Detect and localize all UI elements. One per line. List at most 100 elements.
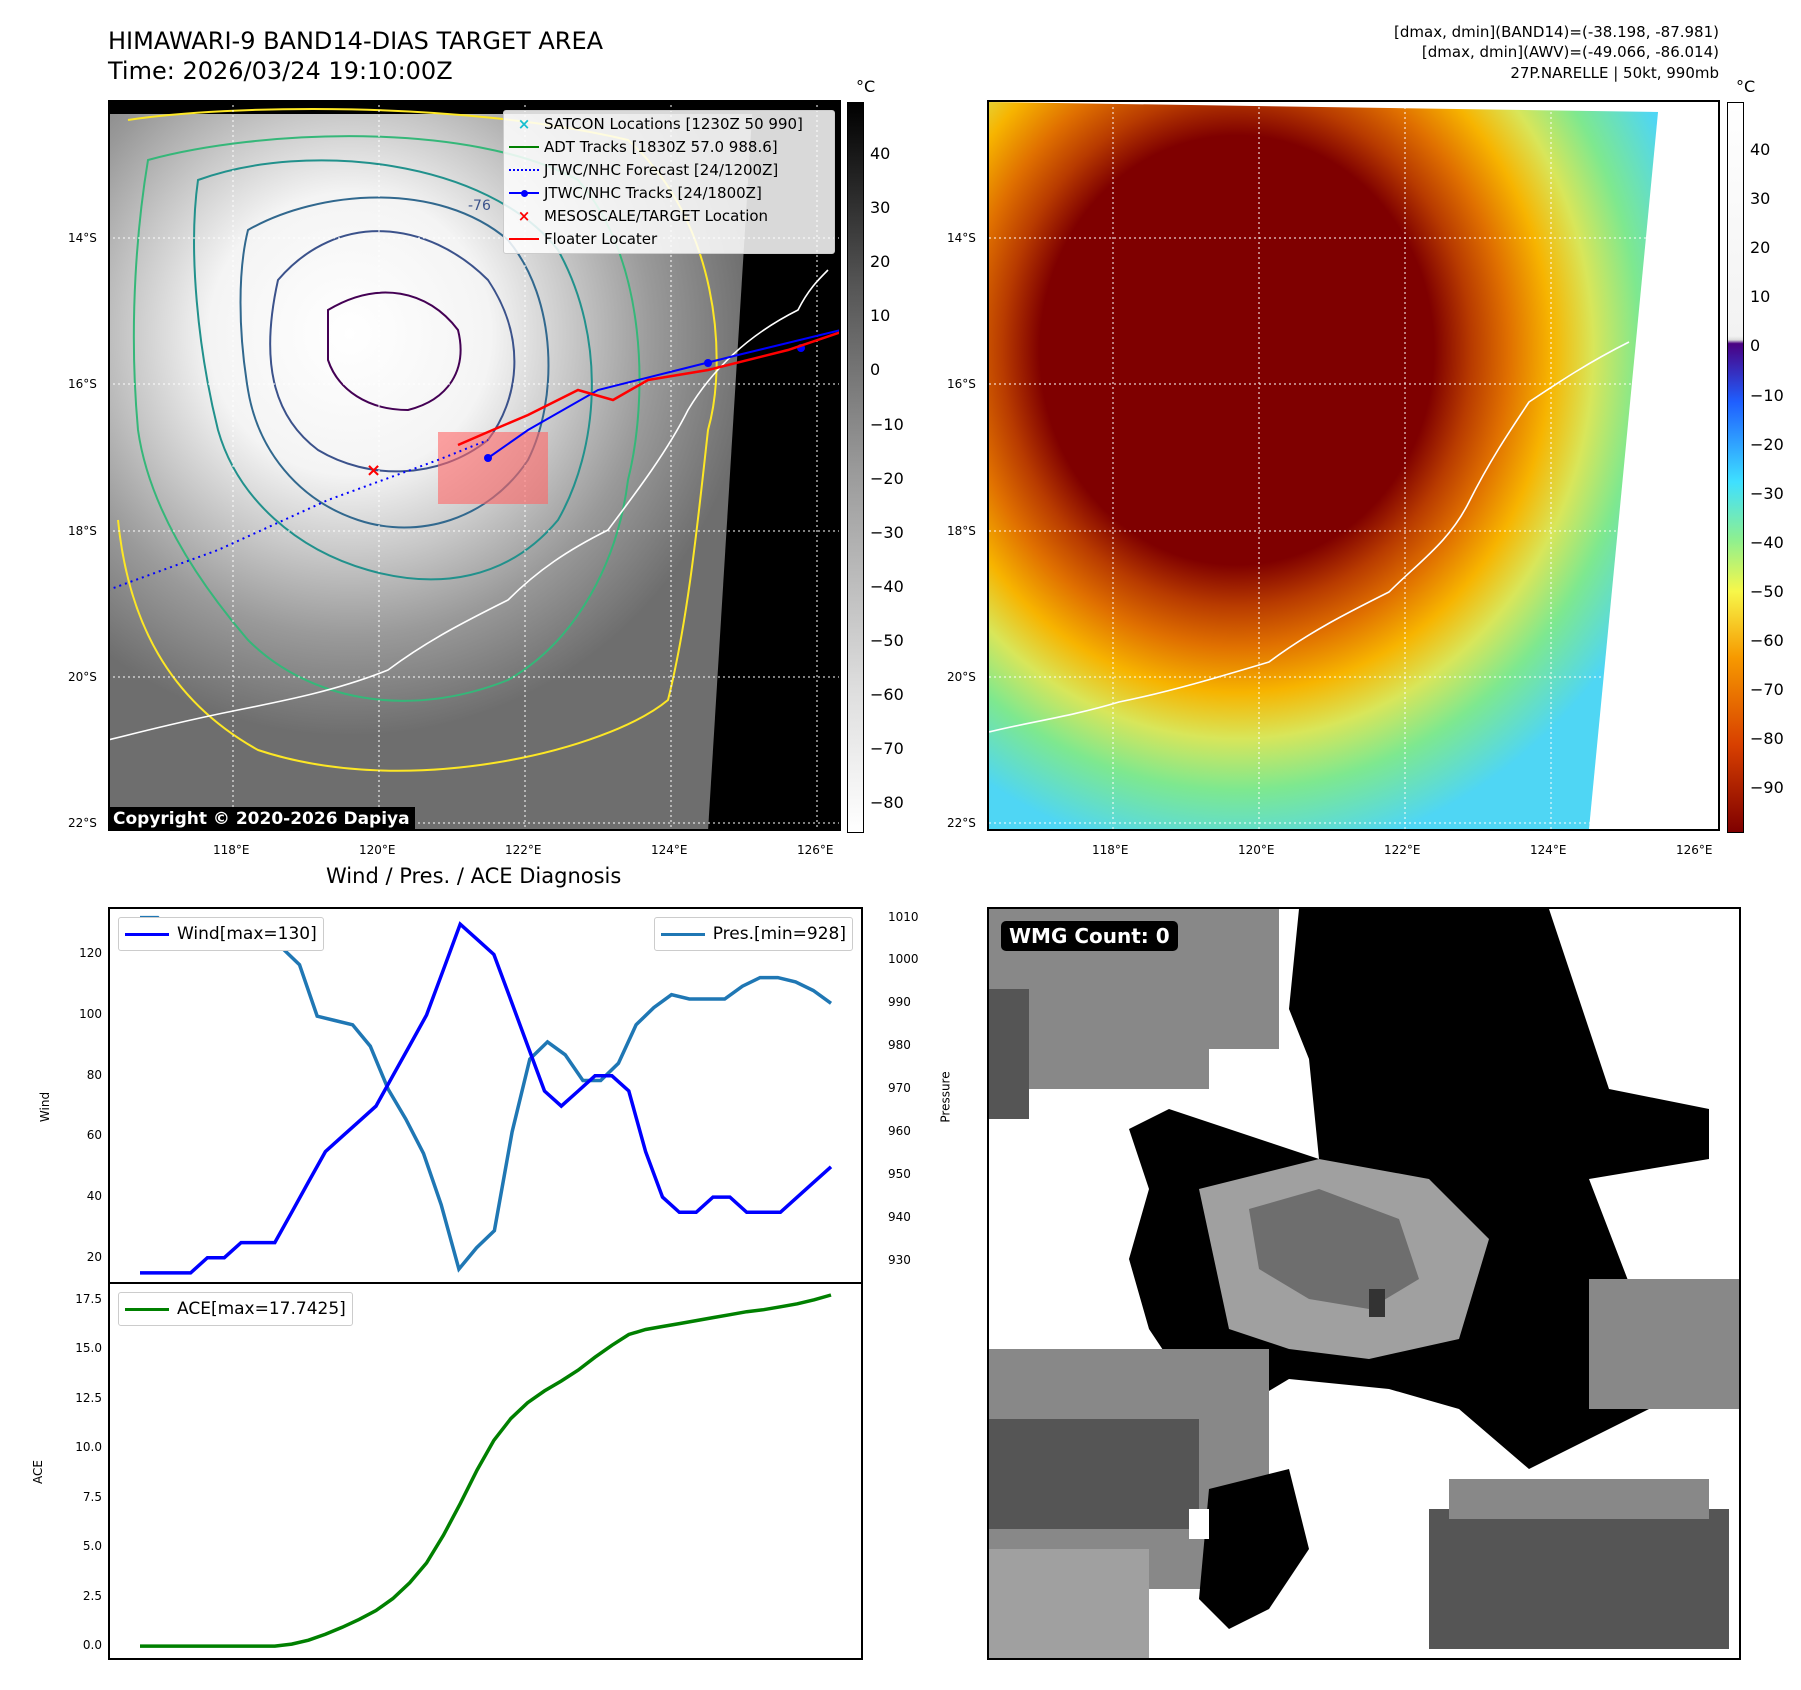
colorbar-tick: 30 — [870, 198, 891, 218]
info-storm: 27P.NARELLE | 50kt, 990mb — [1510, 64, 1719, 82]
lon-tick: 126°E — [1676, 843, 1713, 857]
series-line — [140, 915, 833, 1273]
legend-jtwc-tracks: JTWC/NHC Tracks [24/1800Z] — [504, 182, 762, 204]
copyright-label: Copyright © 2020-2026 Dapiya — [108, 807, 415, 831]
lon-tick: 124°E — [1530, 843, 1567, 857]
info-band14-range: [dmax, dmin](BAND14)=(-38.198, -87.981) — [1394, 23, 1719, 41]
legend-satcon-label: SATCON Locations [1230Z 50 990] — [544, 115, 803, 133]
colorbar-tick: −70 — [870, 739, 904, 759]
legend-floater: Floater Locater — [504, 228, 657, 250]
legend-adt-label: ADT Tracks [1830Z 57.0 988.6] — [544, 138, 778, 156]
colorbar-tick: −80 — [870, 793, 904, 813]
axis-tick: 100 — [79, 1007, 102, 1022]
legend-tracks-label: JTWC/NHC Tracks [24/1800Z] — [544, 184, 762, 202]
wind-pres-panel: Wind[max=130] Pres.[min=928] — [108, 907, 863, 1284]
colorbar-tick: 0 — [1750, 336, 1761, 356]
axis-tick: 1000 — [888, 952, 919, 967]
colorbar-left-unit: °C — [856, 77, 876, 96]
axis-tick: 2.5 — [82, 1588, 102, 1603]
colorbar-tick: −40 — [1750, 532, 1784, 552]
wmg-imagery — [989, 909, 1739, 1658]
axis-tick: 930 — [888, 1252, 911, 1267]
series-line — [140, 921, 833, 1275]
lon-tick: 122°E — [505, 843, 542, 857]
map-left-border — [108, 100, 841, 831]
axis-tick: 15.0 — [75, 1341, 102, 1356]
axis-tick: 960 — [888, 1123, 911, 1138]
lon-tick: 124°E — [651, 843, 688, 857]
legend-adt: ADT Tracks [1830Z 57.0 988.6] — [504, 136, 778, 158]
wind-axis-label: Wind — [38, 1091, 53, 1123]
axis-tick: 17.5 — [75, 1291, 102, 1306]
lat-tick: 14°S — [68, 231, 97, 245]
series-line — [140, 1293, 832, 1648]
colorbar-tick: 40 — [870, 144, 891, 163]
colorbar-tick: −30 — [1750, 483, 1784, 503]
pressure-axis-label: Pressure — [938, 1071, 953, 1123]
axis-tick: 12.5 — [75, 1390, 102, 1405]
colorbar-right-unit: °C — [1736, 77, 1756, 96]
wmg-panel: WMG Count: 0 — [987, 907, 1741, 1660]
info-awv-range: [dmax, dmin](AWV)=(-49.066, -86.014) — [1421, 43, 1719, 61]
lon-tick: 122°E — [1384, 843, 1421, 857]
map-left-panel: × -76 Copyright © 2020-2026 Dapiya × SAT… — [108, 100, 841, 831]
legend-satcon: × SATCON Locations [1230Z 50 990] — [517, 115, 803, 133]
colorbar-tick: −90 — [1750, 778, 1784, 798]
axis-tick: 10.0 — [75, 1440, 102, 1455]
lat-tick: 22°S — [68, 816, 97, 830]
ace-panel: ACE[max=17.7425] — [108, 1282, 863, 1660]
colorbar-tick: 20 — [1750, 238, 1771, 258]
lon-tick: 120°E — [359, 843, 396, 857]
map-right-imagery — [989, 102, 1718, 829]
lat-tick: 20°S — [947, 670, 976, 684]
lon-tick: 118°E — [213, 843, 250, 857]
axis-tick: 20 — [86, 1249, 102, 1264]
axis-tick: 60 — [86, 1128, 102, 1143]
colorbar-tick: 10 — [1750, 287, 1771, 307]
chart-time: Time: 2026/03/24 19:10:00Z — [108, 57, 453, 85]
axis-tick: 980 — [888, 1038, 911, 1053]
lat-tick: 18°S — [68, 524, 97, 538]
legend-floater-label: Floater Locater — [544, 230, 658, 248]
colorbar-tick: −20 — [1750, 434, 1784, 454]
colorbar-tick: −30 — [870, 522, 904, 542]
colorbar-tick: 10 — [870, 306, 891, 326]
colorbar-tick: −60 — [1750, 631, 1784, 650]
legend-mesoscale: × MESOSCALE/TARGET Location — [517, 207, 769, 225]
colorbar-tick: −60 — [870, 685, 904, 704]
colorbar-right — [1727, 102, 1744, 833]
ace-legend-label: ACE[max=17.7425] — [177, 1299, 346, 1319]
lat-tick: 18°S — [947, 524, 976, 538]
axis-tick: 80 — [86, 1067, 102, 1082]
legend-forecast-label: JTWC/NHC Forecast [24/1200Z] — [544, 161, 779, 179]
colorbar-tick: 20 — [870, 252, 891, 272]
ace-plot — [140, 1293, 832, 1648]
colorbar-tick: 40 — [1750, 140, 1771, 159]
lon-tick: 126°E — [797, 843, 834, 857]
contour-label: -76 — [468, 198, 491, 214]
lat-tick: 16°S — [947, 377, 976, 391]
colorbar-tick: −70 — [1750, 680, 1784, 700]
axis-tick: 970 — [888, 1081, 911, 1096]
axis-tick: 40 — [86, 1189, 102, 1204]
diagnosis-title: Wind / Pres. / ACE Diagnosis — [326, 864, 622, 888]
axis-tick: 5.0 — [82, 1539, 102, 1554]
colorbar-tick: −40 — [870, 576, 904, 596]
pres-legend: Pres.[min=928] — [653, 917, 853, 951]
lat-tick: 22°S — [947, 816, 976, 830]
svg-text:×: × — [366, 460, 381, 481]
axis-tick: 7.5 — [82, 1489, 102, 1504]
colorbar-left — [847, 102, 864, 833]
ace-axis-label: ACE — [30, 1460, 45, 1484]
colorbar-tick: 0 — [870, 360, 881, 380]
legend-mesoscale-label: MESOSCALE/TARGET Location — [544, 207, 769, 225]
wind-legend-label: Wind[max=130] — [177, 924, 317, 944]
chart-title: HIMAWARI-9 BAND14-DIAS TARGET AREA — [108, 27, 604, 55]
lon-tick: 120°E — [1238, 843, 1275, 857]
axis-tick: 990 — [888, 995, 911, 1010]
map-legend: × SATCON Locations [1230Z 50 990] ADT Tr… — [503, 110, 835, 254]
colorbar-tick: 30 — [1750, 189, 1771, 209]
colorbar-tick: −10 — [870, 414, 904, 434]
map-right-panel — [987, 100, 1720, 831]
axis-tick: 950 — [888, 1166, 911, 1181]
